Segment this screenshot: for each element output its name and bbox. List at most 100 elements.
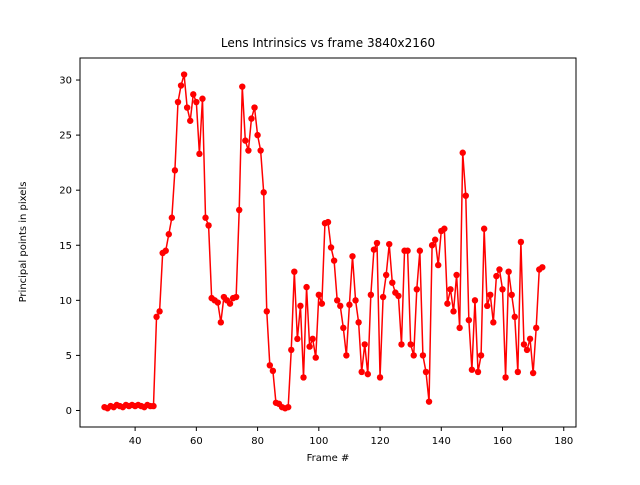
- data-point: [196, 150, 203, 158]
- data-point: [450, 308, 457, 315]
- data-point: [474, 368, 482, 376]
- data-point: [309, 335, 316, 343]
- data-point: [285, 403, 292, 411]
- x-axis-label: Frame #: [307, 453, 350, 464]
- data-point: [245, 147, 252, 154]
- data-point: [456, 324, 463, 332]
- x-tick-label: 160: [493, 436, 512, 447]
- data-point: [505, 268, 512, 275]
- data-point: [349, 253, 356, 260]
- data-point: [232, 293, 240, 301]
- data-point: [435, 261, 442, 269]
- data-point: [303, 283, 310, 291]
- x-tick-label: 80: [251, 436, 264, 447]
- data-point: [410, 352, 417, 359]
- x-tick-label: 180: [554, 436, 573, 447]
- data-point: [177, 82, 185, 89]
- data-point: [168, 214, 176, 221]
- data-point: [162, 247, 169, 254]
- data-point: [306, 343, 313, 350]
- y-tick-label: 15: [59, 241, 72, 252]
- data-point: [254, 131, 261, 139]
- data-point: [165, 231, 172, 238]
- data-point: [496, 266, 503, 273]
- data-point: [459, 149, 466, 156]
- data-point: [480, 225, 488, 232]
- y-tick-label: 0: [66, 406, 72, 417]
- data-point: [487, 291, 494, 299]
- data-point: [358, 368, 365, 376]
- data-point: [465, 316, 473, 324]
- data-point: [180, 71, 188, 78]
- data-point: [183, 104, 191, 111]
- data-point: [318, 300, 326, 307]
- data-point: [288, 346, 295, 354]
- data-point: [202, 214, 209, 221]
- data-point: [340, 324, 347, 332]
- data-point: [533, 324, 540, 332]
- data-point: [428, 242, 436, 249]
- data-point: [150, 402, 157, 410]
- data-point: [539, 264, 546, 271]
- data-point: [217, 319, 225, 326]
- data-point: [471, 297, 479, 304]
- data-point: [300, 374, 307, 381]
- data-point: [153, 313, 160, 321]
- data-point: [382, 271, 390, 279]
- data-point: [462, 192, 469, 199]
- data-point: [413, 286, 420, 293]
- data-point: [419, 352, 427, 359]
- data-point: [517, 238, 525, 246]
- data-point: [514, 368, 522, 376]
- y-tick-label: 10: [59, 296, 72, 307]
- data-point: [239, 83, 246, 90]
- chart-title: Lens Intrinsics vs frame 3840x2160: [221, 36, 435, 50]
- data-point: [499, 286, 506, 293]
- data-point: [260, 189, 267, 196]
- x-tick-label: 60: [190, 436, 203, 447]
- data-point: [367, 291, 375, 299]
- data-point: [333, 297, 341, 304]
- data-point: [156, 308, 163, 315]
- y-tick-label: 25: [59, 131, 72, 142]
- data-point: [444, 300, 451, 307]
- data-point: [294, 335, 301, 343]
- data-point: [484, 302, 491, 310]
- data-point: [226, 300, 234, 307]
- y-axis-label: Principal points in pixels: [18, 182, 29, 303]
- data-point: [263, 308, 270, 315]
- data-point: [389, 279, 396, 286]
- data-point: [269, 367, 277, 375]
- data-point: [529, 369, 537, 377]
- x-tick-label: 140: [432, 436, 451, 447]
- y-tick-label: 30: [59, 76, 72, 87]
- data-point: [468, 366, 476, 373]
- data-point: [361, 341, 368, 348]
- data-point: [315, 291, 323, 299]
- data-point: [511, 313, 518, 321]
- data-point: [398, 341, 405, 348]
- data-point: [526, 335, 534, 343]
- plot-area: 40 60 80 100 120 140 160 180 0 5 10 15 20 25 30: [59, 57, 577, 447]
- data-point: [312, 354, 319, 361]
- data-point: [346, 301, 353, 308]
- data-point: [205, 222, 212, 229]
- data-point: [477, 352, 485, 359]
- data-point: [187, 117, 194, 124]
- data-point: [441, 225, 448, 232]
- data-point: [416, 247, 424, 254]
- data-point: [214, 299, 221, 306]
- data-point: [193, 98, 200, 106]
- data-point: [324, 218, 332, 226]
- x-tick-label: 120: [371, 436, 390, 447]
- data-point: [190, 91, 197, 98]
- data-point: [248, 115, 255, 122]
- x-tick-label: 100: [309, 436, 328, 447]
- data-point: [242, 137, 249, 144]
- data-line: [104, 73, 543, 410]
- data-point: [404, 247, 411, 254]
- data-point: [355, 319, 362, 326]
- data-point: [523, 346, 531, 354]
